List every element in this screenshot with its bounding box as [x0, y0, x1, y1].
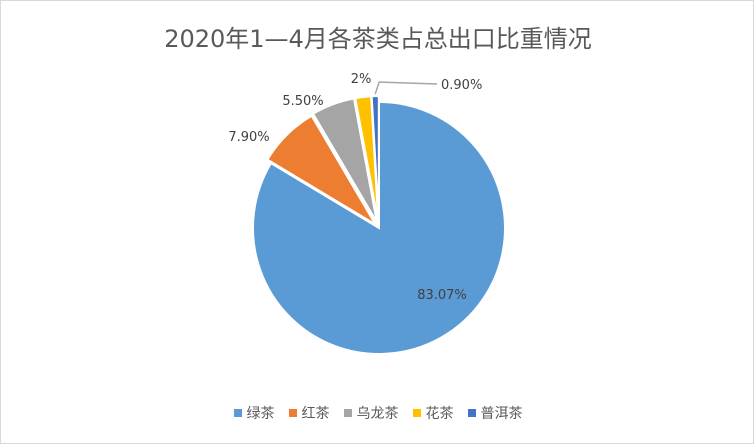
data-label-1: 83.07% [417, 288, 467, 303]
pie-slice-2 [266, 114, 377, 226]
pie-slices [252, 95, 506, 355]
data-label-5: 0.90% [441, 78, 482, 93]
legend-swatch [467, 409, 476, 417]
data-label-4: 2% [351, 72, 372, 87]
data-labels: 83.07% 7.90% 5.50% 2% 0.90% [228, 72, 482, 303]
leader-lines [374, 81, 438, 95]
chart-title: 2020年1—4月各茶类占总出口比重情况 [164, 25, 592, 53]
legend-label: 普洱茶 [480, 406, 523, 422]
legend-swatch [233, 409, 242, 417]
data-label-2: 7.90% [228, 130, 269, 145]
legend-label: 乌龙茶 [356, 406, 399, 422]
pie-slice-5 [370, 95, 380, 223]
legend-swatch [288, 409, 297, 417]
legend-swatch [343, 409, 352, 417]
legend-item-2: 红茶 [288, 403, 330, 423]
legend-label: 红茶 [301, 406, 330, 422]
legend-swatch [412, 409, 421, 417]
legend-item-5: 普洱茶 [467, 403, 523, 423]
pie-slice-3 [311, 97, 378, 223]
legend-item-1: 绿茶 [233, 403, 275, 423]
data-label-3: 5.50% [282, 94, 323, 109]
legend-item-4: 花茶 [412, 403, 454, 423]
legend-label: 绿茶 [246, 406, 275, 422]
legend-label: 花茶 [425, 406, 454, 422]
pie-slice-1 [252, 100, 506, 355]
legend: 绿茶 红茶 乌龙茶 花茶 普洱茶 [1, 403, 754, 423]
legend-item-3: 乌龙茶 [343, 403, 399, 423]
leader-line [374, 81, 438, 95]
